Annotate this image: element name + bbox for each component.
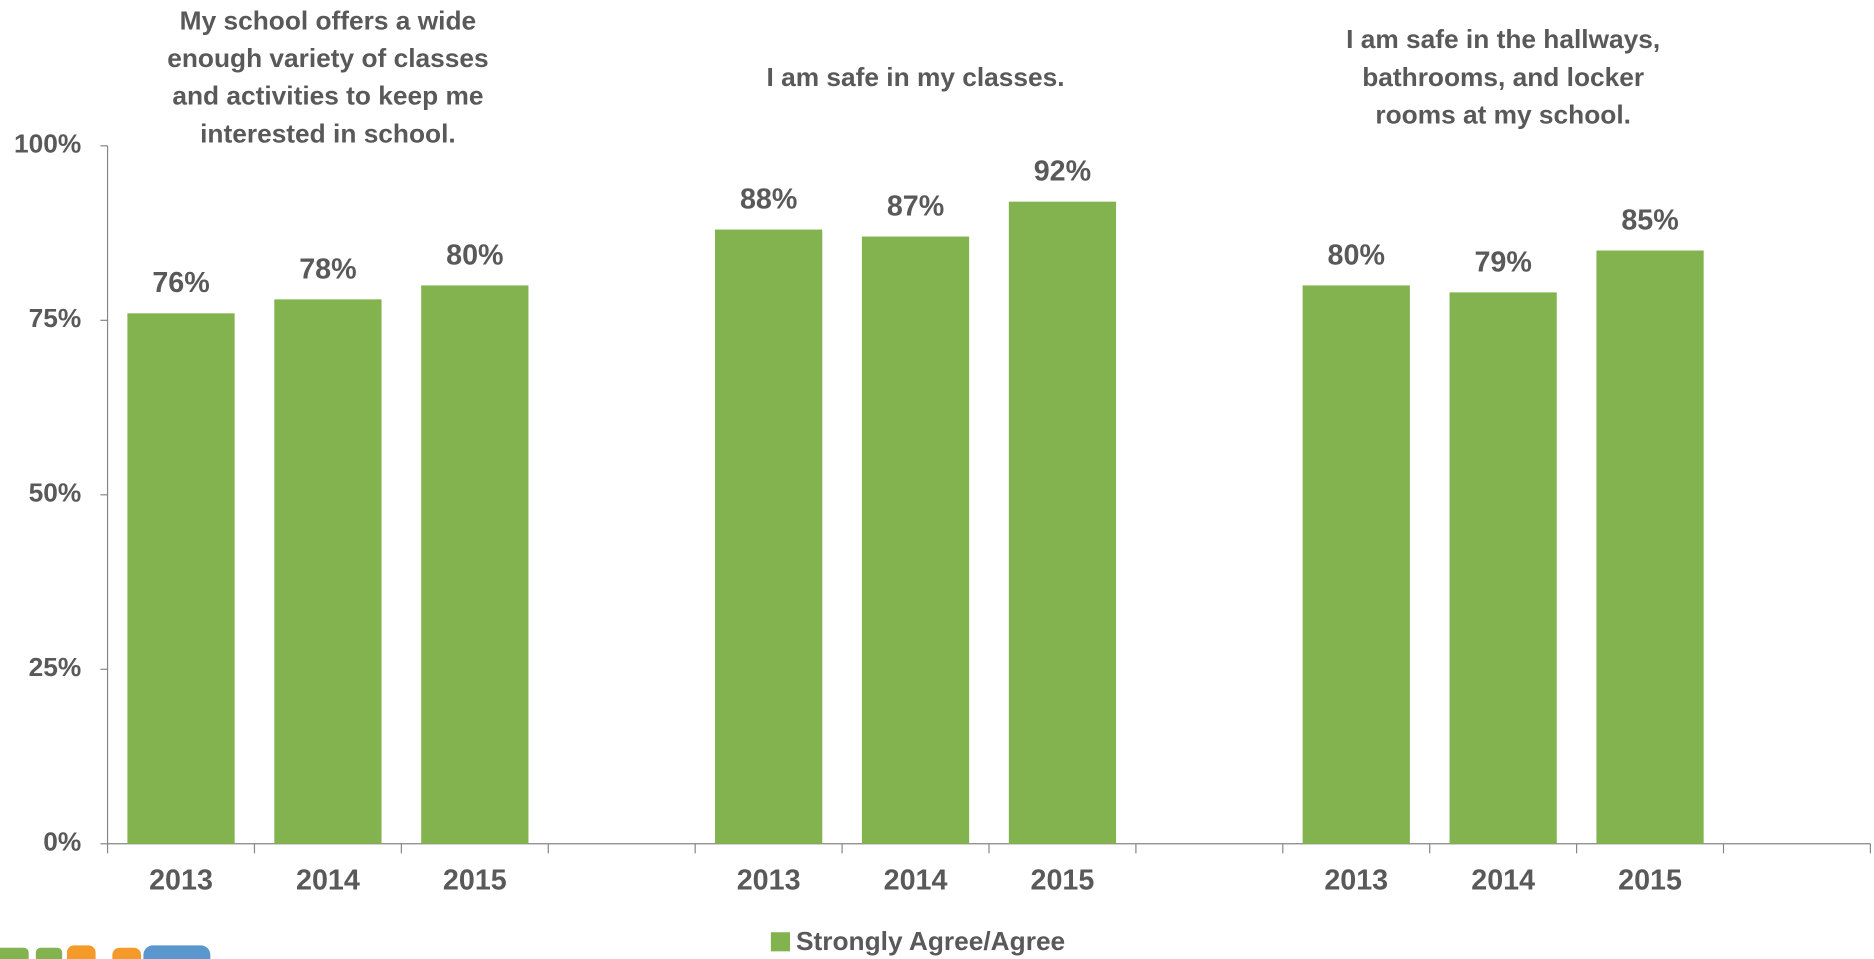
group-title: bathrooms, and locker	[1362, 62, 1644, 92]
legend-label: Strongly Agree/Agree	[796, 926, 1065, 956]
bar	[861, 236, 970, 844]
y-tick-label: 75%	[29, 303, 82, 333]
legend-swatch	[770, 932, 790, 952]
value-label: 85%	[1621, 204, 1678, 236]
x-tick-label: 2013	[149, 865, 213, 897]
group-title: I am safe in my classes.	[767, 62, 1065, 92]
y-tick-label: 25%	[29, 652, 82, 682]
value-label: 78%	[299, 253, 356, 285]
value-label: 92%	[1034, 156, 1091, 188]
bar	[1302, 285, 1410, 844]
x-tick-label: 2014	[296, 865, 360, 897]
x-tick-label: 2014	[884, 865, 948, 897]
x-tick-label: 2013	[737, 865, 801, 897]
bar	[274, 299, 382, 844]
value-label: 76%	[152, 267, 209, 299]
value-label: 80%	[1328, 239, 1385, 271]
x-tick-label: 2015	[1031, 865, 1095, 897]
value-label: 88%	[740, 183, 797, 215]
logo	[0, 945, 211, 959]
value-label: 80%	[446, 239, 503, 271]
group-title: and activities to keep me	[172, 81, 483, 111]
bar	[1449, 292, 1557, 844]
x-tick-label: 2015	[443, 865, 507, 897]
x-tick-label: 2013	[1324, 865, 1388, 897]
group-title: interested in school.	[200, 118, 456, 148]
value-label: 79%	[1474, 246, 1531, 278]
x-tick-label: 2014	[1471, 865, 1535, 897]
bar	[715, 229, 823, 844]
group-title: rooms at my school.	[1375, 99, 1631, 129]
bar	[1008, 201, 1117, 844]
y-tick-label: 100%	[14, 129, 81, 159]
group-title: My school offers a wide	[180, 5, 476, 35]
bar	[421, 285, 529, 844]
y-tick-label: 50%	[29, 478, 82, 508]
group-title: I am safe in the hallways,	[1346, 24, 1660, 54]
x-tick-label: 2015	[1618, 865, 1682, 897]
value-label: 87%	[887, 190, 944, 222]
group-title: enough variety of classes	[167, 43, 488, 73]
y-tick-label: 0%	[43, 827, 81, 857]
bar	[1596, 250, 1704, 844]
bar	[127, 313, 235, 844]
